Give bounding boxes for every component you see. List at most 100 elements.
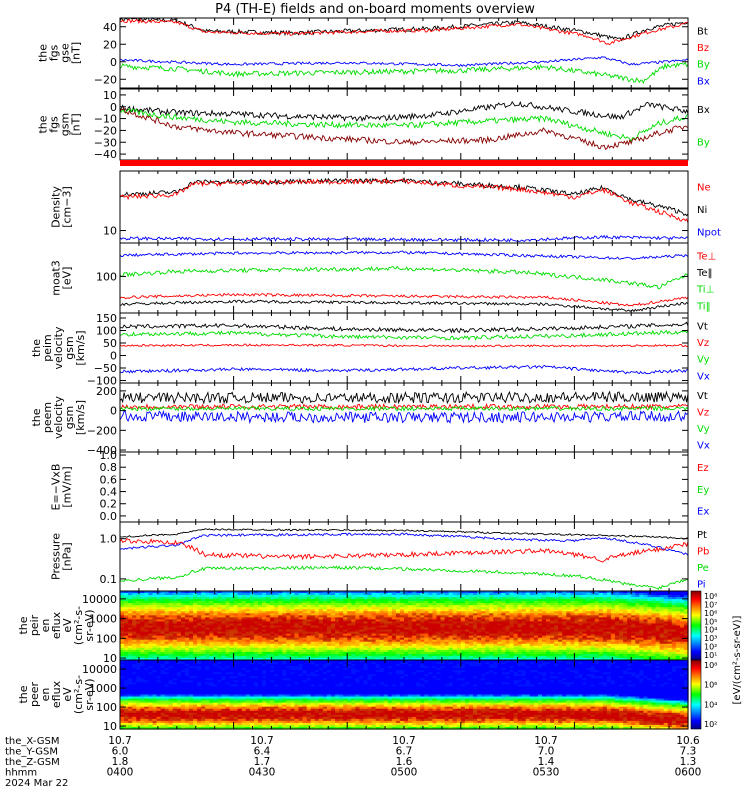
series-By [119,61,689,85]
legend-Bx: Bx [697,76,710,87]
series-Bz [119,107,689,150]
legend-Pi: Pi [697,580,706,591]
colorbar-tick: 10² [704,720,717,729]
xaxis-row-label: the_Y-GSM [5,747,58,758]
series-Bz [119,18,689,46]
legend-Pb: Pb [697,547,709,558]
ylabel: peer [28,682,41,708]
series-Pi [119,532,689,556]
ylabel: the [30,339,43,357]
ytick-label: −50 [94,362,117,375]
series-Ni [119,176,689,217]
xaxis-value: 10.7 [392,735,415,747]
ylabel: eflux [50,611,63,639]
xaxis-value: 10.7 [108,735,131,747]
ylabel: fgs [48,116,61,133]
ylabel: (cm²-s- [72,606,85,645]
colorbar-strip [690,659,702,730]
xaxis-value: 6.4 [254,746,271,758]
legend-By: By [697,60,710,71]
panel-frame [119,88,689,161]
ylabel: Density [50,186,63,228]
series-Vy [119,329,689,341]
ytick-label: 0 [110,405,117,418]
ylabel: gse [59,43,72,63]
xaxis-value: 0600 [675,767,702,779]
colorbar-tick: 10⁵ [704,617,717,626]
legend-Vt: Vt [697,321,708,332]
ylabel: eflux [50,680,63,708]
legend-Ex: Ex [697,507,709,518]
ytick-label: 10 [103,225,117,238]
ytick-label: −40 [94,148,117,161]
panel-peir_spectrogram: 10000 1000 100 10 thepeirenefluxeV(cm²-s-sr-… [17,590,689,665]
legend-Ey: Ey [697,485,709,496]
ylabel: eV [61,618,74,633]
ytick-label: 150 [96,312,117,325]
xaxis-value: 0430 [249,767,276,779]
ytick-label: 0 [110,350,117,363]
ytick-label: −400 [87,444,117,457]
colorbar-tick: 10⁴ [704,626,717,635]
xaxis-value: 1.6 [396,756,413,768]
ytick-label: 100 [96,701,117,714]
legend-Npot: Npot [697,227,721,238]
colorbar-strip [690,590,702,661]
xaxis-value: 6.7 [396,746,413,758]
series-Ti‖ [119,265,689,290]
colorbar-tick: 10⁸ [704,661,717,670]
ylabel: [nT] [70,113,83,135]
ytick-label: −20 [94,124,117,137]
ytick-label: −30 [94,136,117,149]
ylabel: velocity [52,396,65,439]
ytick-label: 0 [110,101,117,114]
series-By [119,108,689,143]
colorbar: 10⁸10⁷10⁶10⁵10⁴10³10²10¹10⁸10⁶10⁴10²[eV/… [690,590,743,730]
colorbar-tick: 10⁶ [704,609,717,618]
series-Te⊥ [119,292,689,307]
legend-Bt: Bt [697,26,708,37]
ytick-label: 50 [103,337,117,350]
ylabel: en [39,688,52,702]
ylabel: [cm−3] [61,186,74,228]
series-Pt [119,528,688,540]
ylabel: peir [28,614,41,636]
xaxis-row-label: the_X-GSM [5,736,59,747]
legend-Ti⊥: Ti⊥ [696,285,714,296]
legend-Te‖: Te‖ [696,268,713,279]
legend-Vy: Vy [697,424,710,435]
ylabel: Pressure [50,533,63,580]
ytick-label: −20 [94,73,117,86]
xaxis-value: 10.7 [534,735,557,747]
panel-frame [119,451,689,523]
series-Vt [120,321,689,334]
series-Bt [119,17,689,42]
series-Vz [119,402,689,411]
ytick-label: 0.8 [100,461,118,474]
ytick-label: 0.2 [100,498,118,511]
xaxis-value: 1.8 [112,756,129,768]
ylabel: [nT] [70,42,83,64]
ylabel: sr-eV) [83,678,96,710]
ylabel: E=−VxB [50,464,63,511]
ytick-label: 1000 [89,682,117,695]
series-Pb [119,537,689,563]
series-Vx [119,364,689,375]
series-Vt [119,390,689,405]
colorbar-tick: 10⁷ [704,600,717,609]
plot-title: P4 (TH-E) fields and on-board moments ov… [215,2,535,17]
series-Te‖ [119,299,689,313]
legend-Pe: Pe [697,563,709,574]
ytick-label: 0.4 [100,486,118,499]
ylabel: velocity [52,326,65,369]
series-Bx [119,56,689,68]
ytick-label: −100 [87,375,117,388]
xaxis-value: 1.7 [254,756,271,768]
separator-bar [120,160,688,166]
xaxis-value: 1.3 [680,756,697,768]
legend-Pt: Pt [697,530,707,541]
series-Vy [119,405,689,412]
